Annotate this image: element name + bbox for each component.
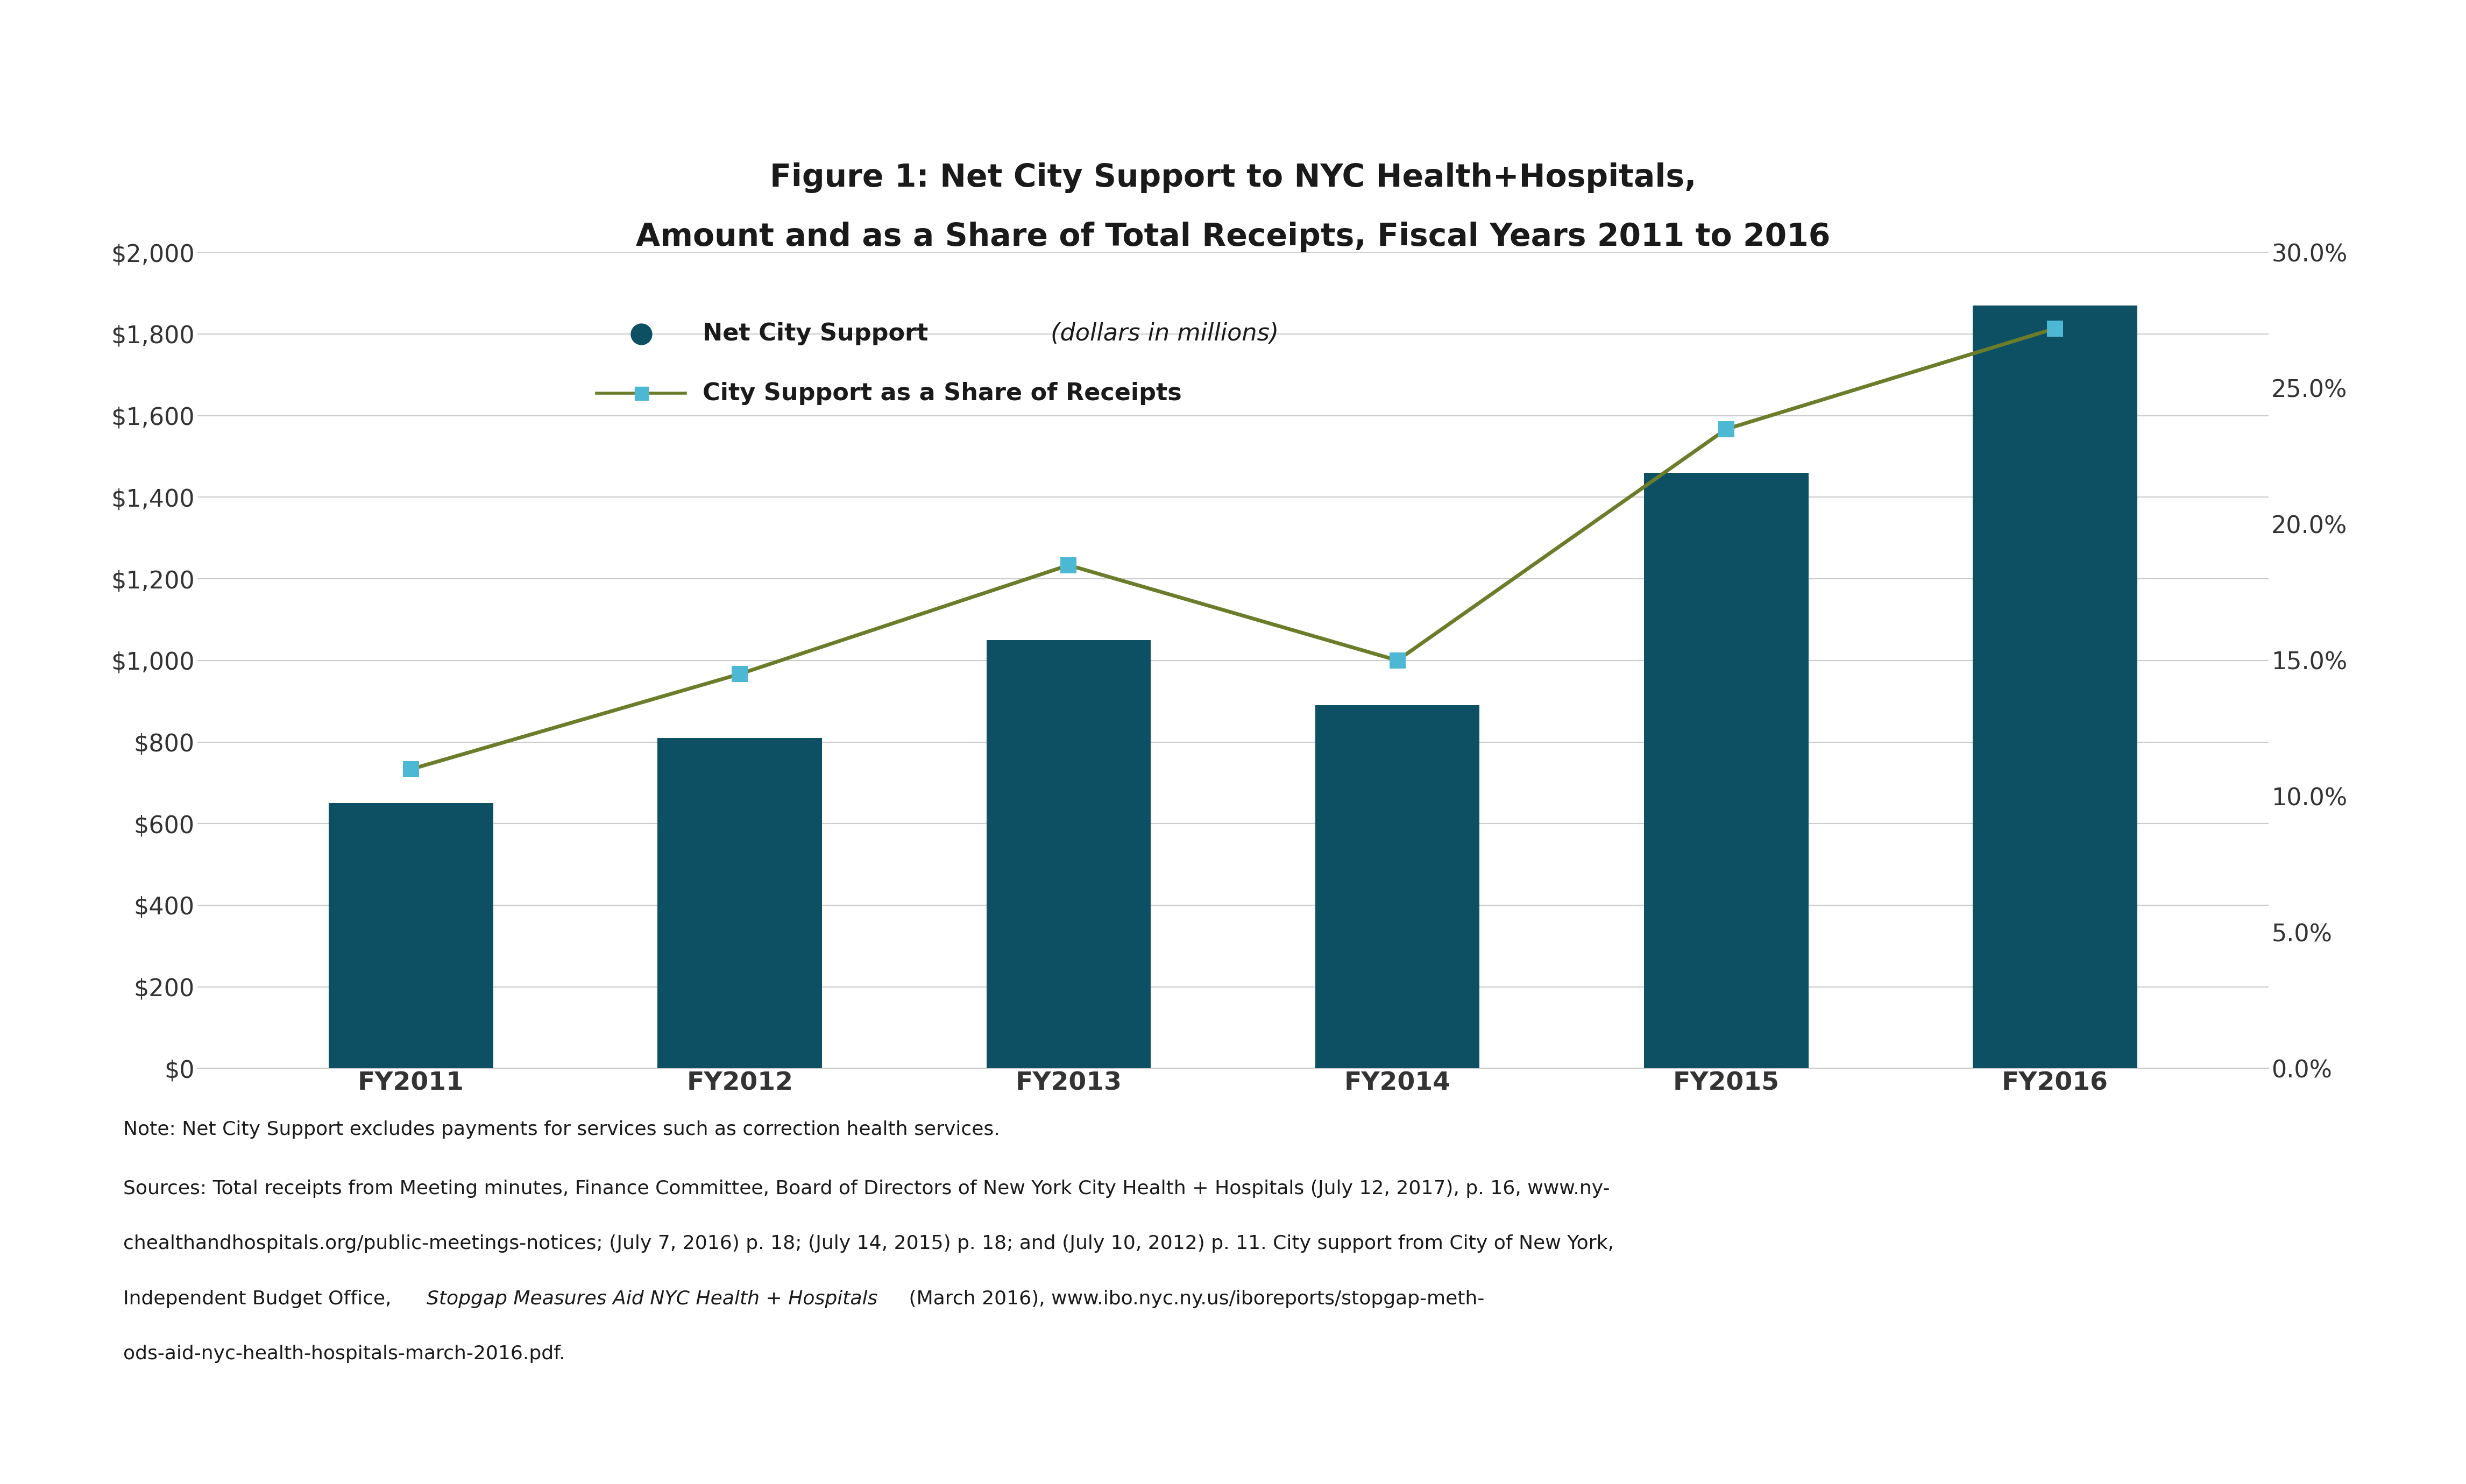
Text: Stopgap Measures Aid NYC Health + Hospitals: Stopgap Measures Aid NYC Health + Hospit… (427, 1290, 878, 1307)
Bar (658, 738, 821, 1068)
Text: Independent Budget Office,: Independent Budget Office, (123, 1290, 397, 1307)
Bar (1973, 306, 2138, 1068)
Text: Net City Support: Net City Support (703, 322, 927, 346)
Bar (1314, 705, 1480, 1068)
Text: Amount and as a Share of Total Receipts, Fiscal Years 2011 to 2016: Amount and as a Share of Total Receipts,… (636, 221, 1830, 252)
Text: (dollars in millions): (dollars in millions) (1043, 322, 1280, 346)
Text: ods-aid-nyc-health-hospitals-march-2016.pdf.: ods-aid-nyc-health-hospitals-march-2016.… (123, 1345, 565, 1362)
Text: Note: Net City Support excludes payments for services such as correction health : Note: Net City Support excludes payments… (123, 1120, 1001, 1138)
Bar (986, 640, 1152, 1068)
Text: chealthandhospitals.org/public-meetings-notices; (July 7, 2016) p. 18; (July 14,: chealthandhospitals.org/public-meetings-… (123, 1235, 1613, 1252)
Bar (1645, 472, 1808, 1068)
Bar (328, 803, 493, 1068)
Text: (March 2016), www.ibo.nyc.ny.us/iboreports/stopgap-meth-: (March 2016), www.ibo.nyc.ny.us/iborepor… (903, 1290, 1485, 1307)
Text: Figure 1: Net City Support to NYC Health+Hospitals,: Figure 1: Net City Support to NYC Health… (769, 162, 1697, 193)
Text: Sources: Total receipts from Meeting minutes, Finance Committee, Board of Direct: Sources: Total receipts from Meeting min… (123, 1180, 1610, 1198)
Text: City Support as a Share of Receipts: City Support as a Share of Receipts (703, 381, 1181, 405)
